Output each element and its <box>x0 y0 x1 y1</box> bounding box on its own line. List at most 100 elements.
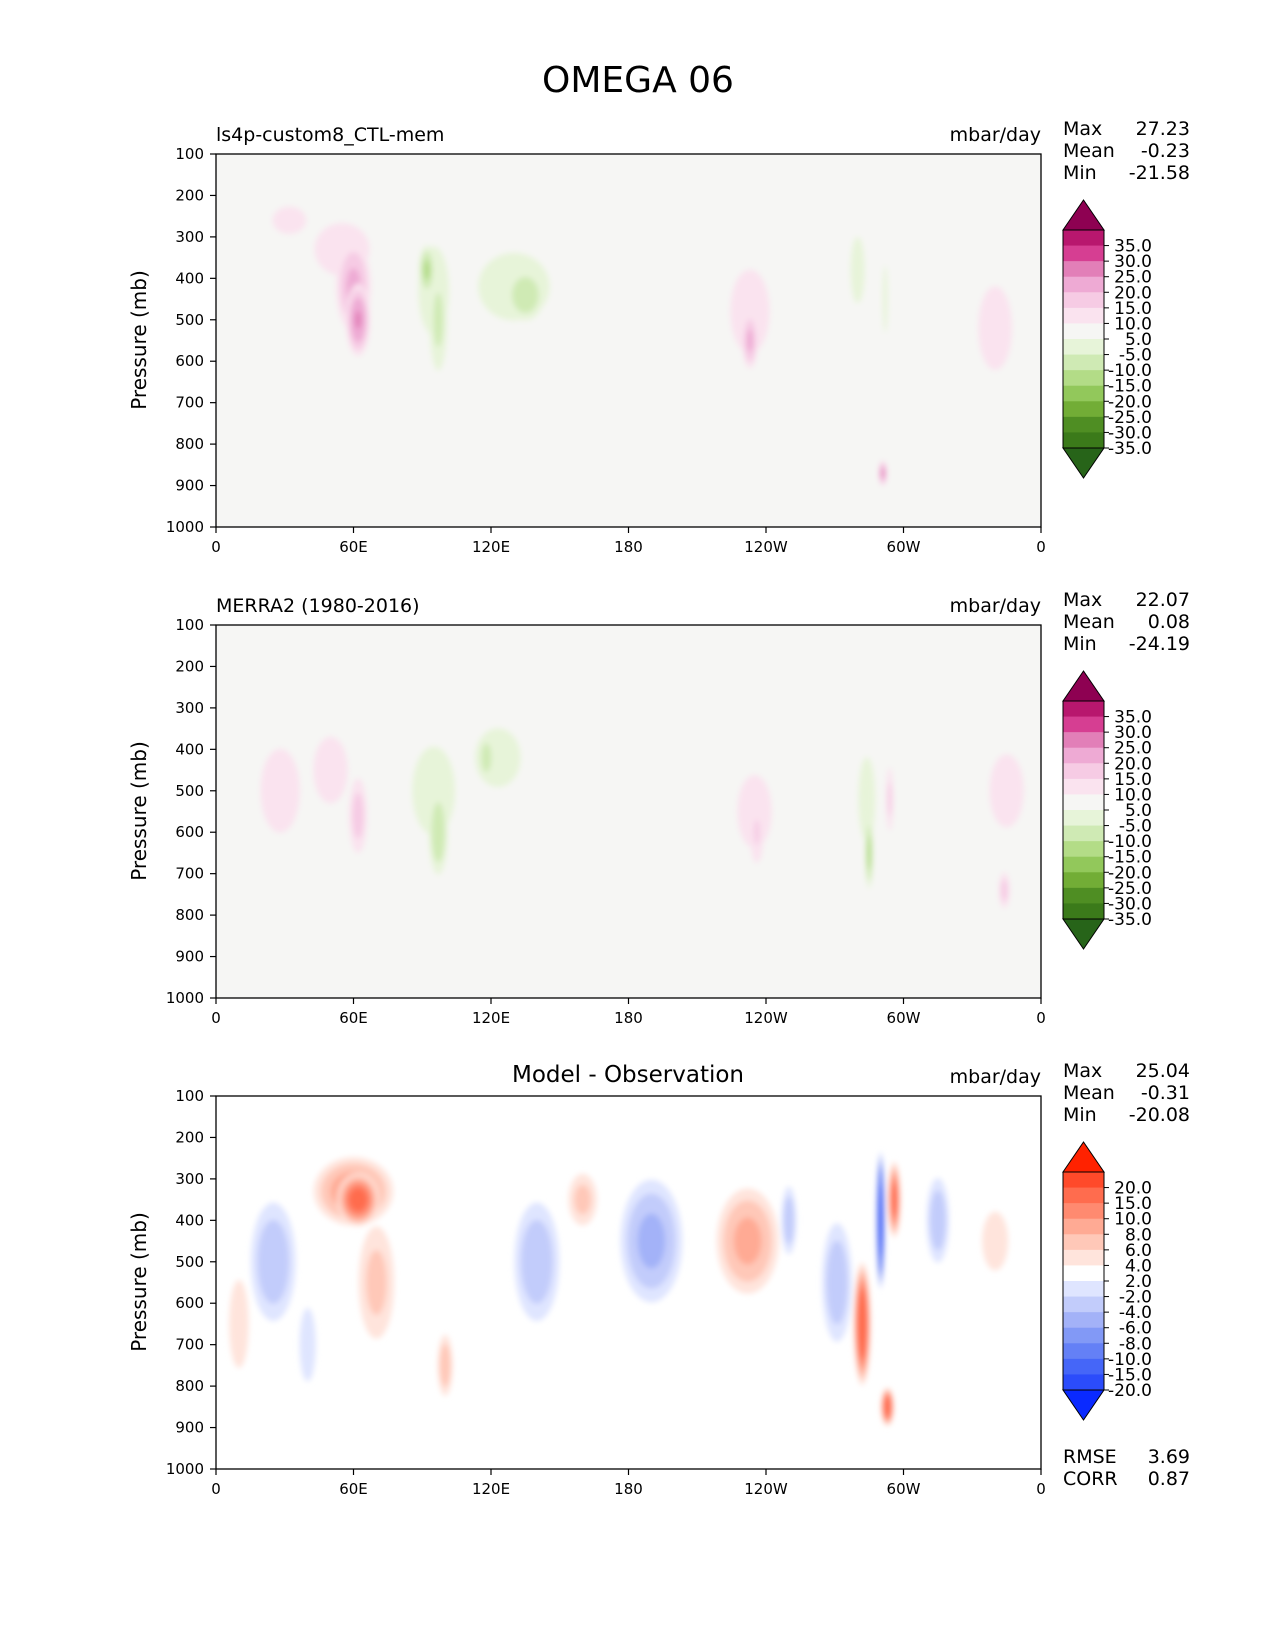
colorbar-label: 15.0 <box>1114 1194 1152 1214</box>
x-tick-label: 180 <box>614 1480 643 1498</box>
colorbar-label: -20.0 <box>1108 863 1152 883</box>
field-contour <box>574 1184 591 1215</box>
panel-2-stat-max-label: Max <box>1063 589 1102 611</box>
colorbar-band <box>1063 825 1104 842</box>
x-tick-label: 60W <box>887 1480 921 1498</box>
y-tick-label: 400 <box>175 1211 204 1229</box>
y-tick-label: 700 <box>175 865 204 883</box>
colorbar-band <box>1063 872 1104 889</box>
panel-3-subtitle: Model - Observation <box>512 1062 744 1088</box>
colorbar-band <box>1063 1249 1104 1266</box>
colorbar-band <box>1063 1358 1104 1375</box>
y-tick-label: 1000 <box>166 1460 204 1478</box>
colorbar-label: -10.0 <box>1108 832 1152 852</box>
colorbar-label: 5.0 <box>1125 330 1152 350</box>
colorbar-band <box>1063 903 1104 920</box>
colorbar-label: -35.0 <box>1108 910 1152 930</box>
y-tick-label: 600 <box>175 823 204 841</box>
colorbar-band <box>1063 701 1104 718</box>
colorbar-label: 20.0 <box>1114 754 1152 774</box>
colorbar-band <box>1063 292 1104 309</box>
field-contour <box>858 757 876 841</box>
colorbar-label: -20.0 <box>1108 392 1152 412</box>
panel-3-stat-corr-label: CORR <box>1063 1468 1118 1490</box>
panel-3-stat-min-value: -20.08 <box>1129 1104 1190 1126</box>
colorbar-band <box>1063 432 1104 449</box>
panel-3-stat-mean-value: -0.31 <box>1141 1082 1190 1104</box>
panel-1-stats: Max 27.23 Mean -0.23 Min -21.58 <box>1063 118 1190 184</box>
panel-3-stat-rmse-label: RMSE <box>1063 1446 1117 1468</box>
colorbar-band <box>1063 416 1104 433</box>
y-tick-label: 600 <box>175 1294 204 1312</box>
y-tick-label: 800 <box>175 435 204 453</box>
colorbar-label: 30.0 <box>1114 252 1152 272</box>
x-tick-label: 0 <box>1036 538 1046 556</box>
colorbar-band <box>1063 887 1104 904</box>
colorbar-band <box>1063 1343 1104 1360</box>
colorbar-label: 15.0 <box>1114 770 1152 790</box>
x-tick-label: 120W <box>744 1480 788 1498</box>
colorbar-label: -2.0 <box>1119 1288 1152 1308</box>
field-contour <box>637 1213 666 1269</box>
panel-3-stat-corr-value: 0.87 <box>1148 1468 1190 1490</box>
colorbar-label: -25.0 <box>1108 408 1152 428</box>
field-contour <box>783 1196 795 1245</box>
field-contour <box>826 1240 848 1325</box>
panel-1-stat-mean-label: Mean <box>1063 140 1115 162</box>
field-contour <box>730 269 770 354</box>
colorbar-label: -5.0 <box>1119 817 1152 837</box>
panel-3-stat-max-label: Max <box>1063 1060 1102 1082</box>
panel-3-stats: Max 25.04 Mean -0.31 Min -20.08 RMSE 3.6… <box>1063 1060 1190 1490</box>
panel-1-colorbar: 35.030.025.020.015.010.05.0-5.0-10.0-15.… <box>1062 199 1152 479</box>
field-contour <box>978 286 1013 370</box>
field-contour <box>431 802 445 863</box>
colorbar-label: 5.0 <box>1125 801 1152 821</box>
panel-1-background <box>216 154 1041 527</box>
colorbar-label: -6.0 <box>1119 1319 1152 1339</box>
panel-3-field <box>229 1151 1009 1427</box>
y-tick-label: 900 <box>175 1419 204 1437</box>
panel-2-stat-min-value: -24.19 <box>1129 633 1190 655</box>
colorbar-label: 10.0 <box>1114 314 1152 334</box>
colorbar-label: -4.0 <box>1119 1303 1152 1323</box>
field-contour <box>512 276 539 313</box>
field-contour <box>929 1190 946 1251</box>
colorbar-band <box>1063 716 1104 733</box>
y-tick-label: 900 <box>175 477 204 495</box>
field-contour <box>366 1250 387 1315</box>
panel-1-axes: 0 60E 120E 180 120W 60W 0 100 200 300 400 500 600 700… <box>166 145 1046 556</box>
colorbar-label: 25.0 <box>1114 739 1152 759</box>
field-contour <box>754 819 760 845</box>
colorbar-label: 35.0 <box>1114 237 1152 257</box>
panel-1-stat-max-label: Max <box>1063 118 1102 140</box>
x-tick-label: 60W <box>887 538 921 556</box>
field-contour <box>867 836 871 870</box>
colorbar-band <box>1063 401 1104 418</box>
colorbar-label: 20.0 <box>1114 1179 1152 1199</box>
x-tick-label: 120E <box>472 1480 510 1498</box>
field-contour <box>481 743 492 773</box>
y-tick-label: 1000 <box>166 989 204 1007</box>
field-contour <box>257 1219 290 1304</box>
colorbar-label: -15.0 <box>1108 377 1152 397</box>
y-tick-label: 800 <box>175 1377 204 1395</box>
panel-2-axes: 0 60E 120E 180 120W 60W 0 100 200 300 400 500 600 700… <box>166 616 1046 1027</box>
x-tick-label: 0 <box>1036 1480 1046 1498</box>
field-contour <box>348 1187 368 1212</box>
panel-3-stat-min-label: Min <box>1063 1104 1097 1126</box>
colorbar-band <box>1063 841 1104 858</box>
x-tick-label: 120E <box>472 1009 510 1027</box>
x-tick-label: 0 <box>211 1009 221 1027</box>
x-tick-label: 180 <box>614 1009 643 1027</box>
y-tick-label: 200 <box>175 186 204 204</box>
colorbar-band <box>1063 1218 1104 1235</box>
colorbar-band <box>1063 276 1104 293</box>
colorbar-label: -10.0 <box>1108 361 1152 381</box>
panel-3-stat-rmse-value: 3.69 <box>1148 1446 1190 1468</box>
y-tick-label: 1000 <box>166 518 204 536</box>
y-tick-label: 700 <box>175 1336 204 1354</box>
panel-2-stat-max-value: 22.07 <box>1136 589 1190 611</box>
panel-3-colorbar: 20.015.010.08.06.04.02.0-2.0-4.0-6.0-8.0… <box>1062 1141 1152 1421</box>
field-contour <box>733 1217 762 1265</box>
colorbar-band <box>1063 747 1104 764</box>
